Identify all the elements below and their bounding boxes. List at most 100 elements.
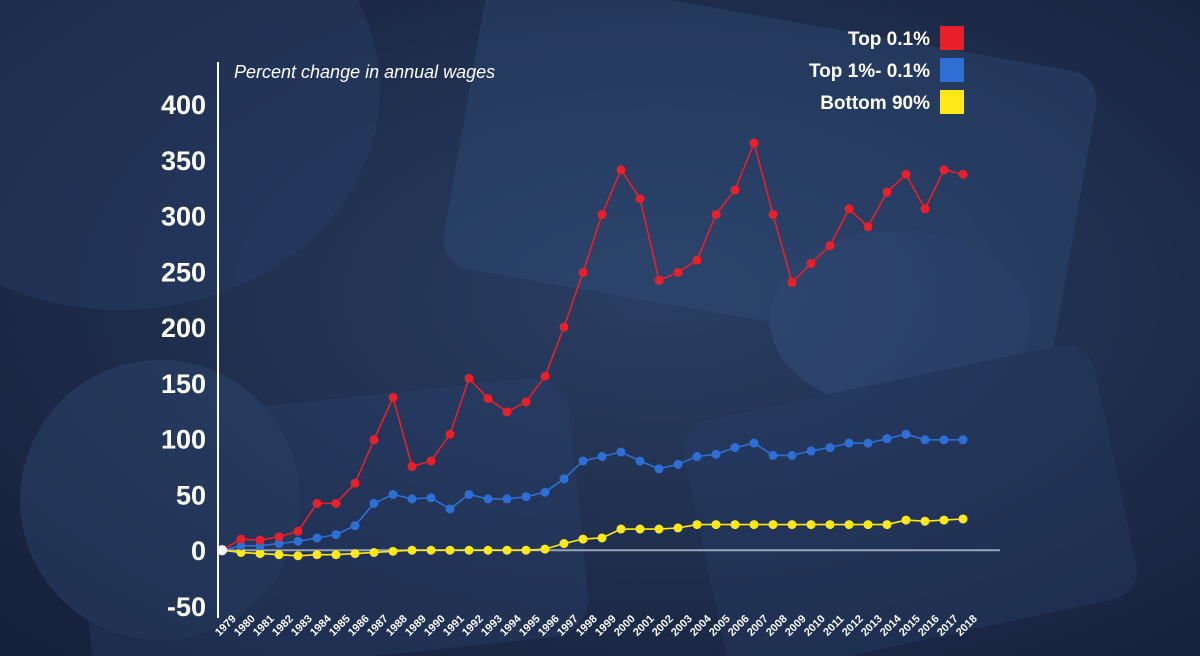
data-point	[692, 255, 702, 265]
data-point	[787, 450, 797, 460]
data-point	[559, 539, 569, 549]
data-point	[825, 443, 835, 453]
data-point	[635, 194, 645, 204]
data-point	[578, 456, 588, 466]
data-point	[483, 394, 493, 404]
data-point	[521, 397, 531, 407]
data-point	[483, 545, 493, 555]
data-point	[540, 544, 550, 554]
series-layer	[217, 138, 968, 561]
data-point	[806, 446, 816, 456]
y-tick-label: 100	[161, 425, 206, 455]
data-point	[692, 452, 702, 462]
data-point	[597, 452, 607, 462]
data-point	[426, 456, 436, 466]
data-point	[825, 241, 835, 251]
data-point	[844, 520, 854, 530]
data-point	[749, 438, 759, 448]
data-point	[293, 536, 303, 546]
data-point	[654, 524, 664, 534]
data-point	[407, 545, 417, 555]
data-point	[236, 547, 246, 557]
data-point	[255, 549, 265, 559]
data-point	[464, 489, 474, 499]
data-point	[274, 539, 284, 549]
y-tick-label: 300	[161, 202, 206, 232]
data-point	[920, 435, 930, 445]
legend-swatch	[940, 26, 964, 50]
data-point	[939, 165, 949, 175]
data-point	[958, 169, 968, 179]
data-point	[445, 545, 455, 555]
series-line	[221, 433, 963, 552]
y-tick-label: 0	[191, 536, 206, 566]
data-point	[806, 520, 816, 530]
data-point	[559, 322, 569, 332]
data-point	[711, 209, 721, 219]
data-point	[844, 438, 854, 448]
data-point	[369, 498, 379, 508]
data-point	[597, 209, 607, 219]
data-point	[635, 524, 645, 534]
data-point	[274, 550, 284, 560]
data-point	[331, 530, 341, 540]
series-line	[221, 140, 964, 551]
data-point	[388, 546, 398, 556]
legend-label: Top 0.1%	[848, 29, 930, 50]
data-point	[768, 520, 778, 530]
data-point	[939, 435, 949, 445]
data-point	[350, 478, 360, 488]
data-point	[312, 550, 322, 560]
data-point	[445, 429, 455, 439]
data-point	[616, 165, 626, 175]
series-2	[217, 429, 968, 556]
data-point	[863, 222, 873, 232]
data-point	[768, 450, 778, 460]
chart-subtitle: Percent change in annual wages	[234, 62, 495, 82]
data-point	[293, 551, 303, 561]
data-point	[939, 515, 949, 525]
data-point	[768, 209, 778, 219]
data-point	[730, 443, 740, 453]
data-point	[635, 456, 645, 466]
data-point	[426, 545, 436, 555]
data-point	[616, 524, 626, 534]
data-point	[407, 462, 417, 472]
legend-swatch	[940, 90, 964, 114]
data-point	[331, 498, 341, 508]
data-point	[502, 545, 512, 555]
legend-swatch	[940, 58, 964, 82]
data-point	[882, 434, 892, 444]
data-point	[787, 277, 797, 287]
data-point	[426, 493, 436, 503]
data-point	[464, 545, 474, 555]
data-point	[445, 504, 455, 514]
data-point	[350, 549, 360, 559]
data-point	[464, 373, 474, 383]
data-point	[350, 521, 360, 531]
series-line	[221, 518, 964, 557]
legend-label: Top 1%- 0.1%	[809, 61, 930, 82]
data-point	[616, 447, 626, 457]
y-axis-ticks: 400 350 300 250 200 150 100 50 0 -50	[161, 90, 206, 622]
data-point	[521, 545, 531, 555]
data-point	[844, 204, 854, 214]
data-point	[711, 449, 721, 459]
data-point	[958, 514, 968, 524]
data-point	[578, 267, 588, 277]
data-point	[673, 523, 683, 533]
data-point	[369, 547, 379, 557]
data-point	[483, 494, 493, 504]
banknote-background	[0, 0, 1137, 656]
data-point	[806, 259, 816, 269]
data-point	[654, 275, 664, 285]
data-point	[293, 526, 303, 536]
data-point	[749, 520, 759, 530]
data-point	[540, 371, 550, 381]
data-point	[217, 545, 227, 556]
data-point	[312, 498, 322, 508]
data-point	[388, 392, 398, 402]
data-point	[540, 487, 550, 497]
